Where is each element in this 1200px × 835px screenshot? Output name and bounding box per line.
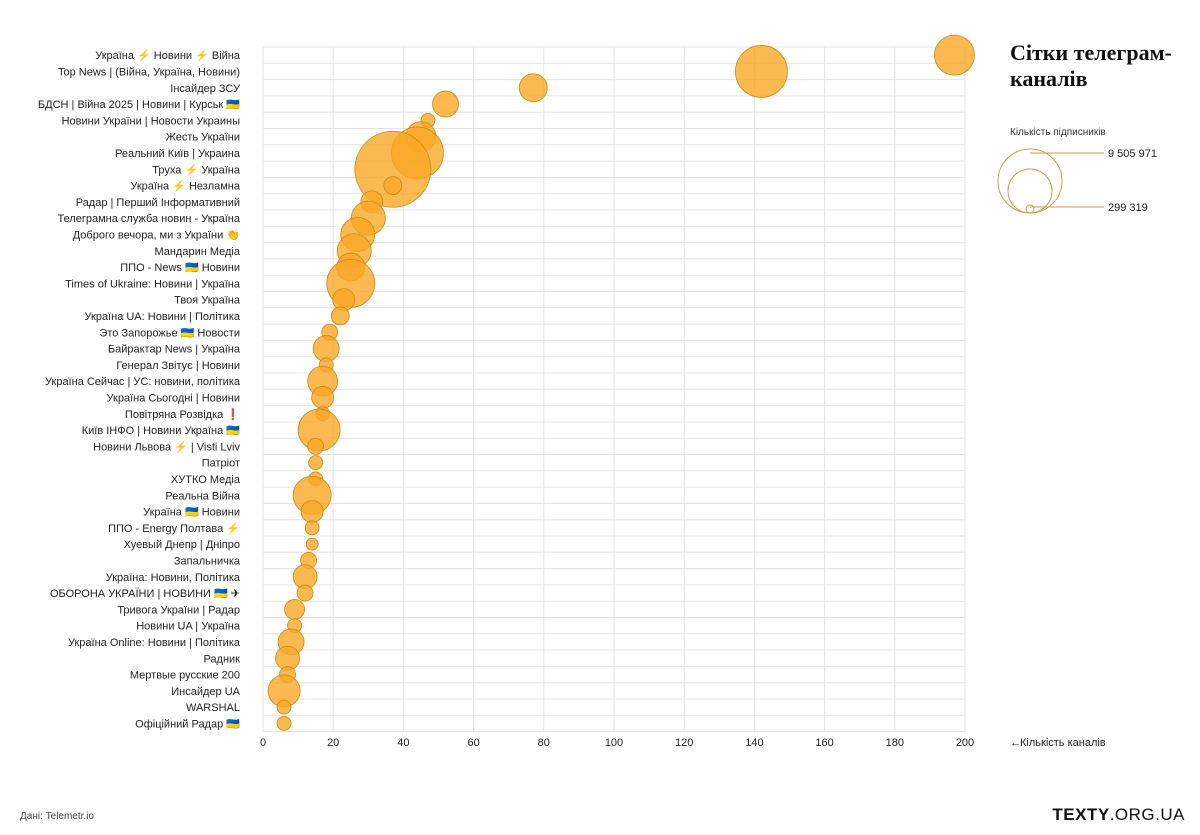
brand-main: TEXTY (1052, 805, 1110, 824)
channel-label: БДСН | Війна 2025 | Новини | Курськ 🇺🇦 (38, 98, 240, 111)
channel-label: Новини UA | Україна (136, 621, 241, 633)
channel-label: Инсайдер UA (171, 686, 240, 698)
legend-min-label: 299 319 (1108, 202, 1148, 214)
channel-label: Україна ⚡ Незламна (130, 180, 241, 193)
channel-label: Байрактар News | Україна (108, 344, 241, 356)
channel-label: Доброго вечора, ми з України 👏 (73, 228, 240, 241)
channel-label: Україна Сейчас | УС: новини, політика (45, 376, 241, 388)
channel-bubble (330, 306, 350, 326)
channel-label: Твоя Україна (174, 295, 241, 307)
channel-label: Тривога України | Радар (117, 604, 240, 616)
channel-bubble (383, 176, 403, 195)
source-note: Дані: Telemetr.io (20, 811, 94, 822)
x-tick-label: 60 (467, 737, 479, 749)
x-axis-title: ← Кількість каналів (1010, 737, 1106, 749)
channel-label: Новини України | Новости Украины (62, 115, 241, 127)
legend-circle-small (1025, 204, 1035, 214)
channel-label: Труха ⚡ Україна (152, 163, 241, 176)
channel-label: Жесть України (166, 132, 240, 144)
x-tick-label: 160 (815, 737, 833, 749)
channel-bubble (354, 130, 432, 208)
legend-max-label: 9 505 971 (1108, 148, 1157, 160)
channel-bubble (307, 437, 325, 455)
channel-bubble (305, 537, 319, 551)
x-tick-label: 120 (675, 737, 693, 749)
legend-circle-large (997, 148, 1063, 214)
channel-label: WARSHAL (186, 702, 240, 714)
x-tick-label: 200 (956, 737, 974, 749)
size-legend: 9 505 971 299 319 (997, 148, 1157, 214)
x-tick-label: 0 (260, 737, 266, 749)
channel-label: ХУТКО Медіа (171, 474, 241, 486)
channel-label: Новини Львова ⚡ | Visti Lviv (93, 440, 240, 453)
channel-label: Україна ⚡ Новини ⚡ Війна (95, 49, 241, 62)
legend-circle-medium (1007, 168, 1053, 214)
bubbles (267, 34, 975, 731)
x-tick-label: 140 (745, 737, 763, 749)
channel-bubble (308, 455, 324, 471)
channel-label: ППО - Energy Полтава ⚡ (108, 522, 240, 535)
channel-label: Реальний Київ | Украина (115, 148, 241, 160)
brand-logo: TEXTY.ORG.UA (1052, 805, 1185, 825)
channel-label: Патріот (202, 458, 240, 470)
chart-grid (262, 46, 966, 733)
brand-domain: .ORG.UA (1109, 805, 1185, 824)
channel-bubble (934, 34, 975, 76)
x-tick-label: 40 (397, 737, 409, 749)
channel-bubble (276, 699, 292, 715)
x-tick-label: 180 (886, 737, 904, 749)
x-axis-label: Кількість каналів (1020, 737, 1106, 749)
channel-label: Україна Сьогодні | Новини (107, 392, 240, 404)
x-axis-ticks: 0 20 40 60 80 100 120 140 160 180 200 (260, 737, 974, 749)
channel-label: Київ ІНФО | Новини Україна 🇺🇦 (82, 424, 241, 437)
channel-bubble (284, 598, 305, 620)
channel-bubble (432, 90, 459, 118)
channel-label: Телеграмна служба новин - Україна (57, 213, 240, 225)
channel-label: Україна 🇺🇦 Новини (143, 506, 240, 519)
x-tick-label: 20 (327, 737, 339, 749)
channel-label: Это Запорожье 🇺🇦 Новости (99, 326, 240, 339)
channel-label: Хуевый Днепр | Дніпро (124, 539, 240, 551)
channel-label: ОБОРОНА УКРАЇНИ | НОВИНИ 🇺🇦 ✈ (50, 587, 240, 600)
channel-label: Україна: Новини, Політика (106, 572, 241, 584)
channel-label: Генерал Звітує | Новини (116, 360, 240, 372)
channel-bubble (304, 520, 320, 536)
size-legend-title: Кількість підписників (1010, 127, 1106, 138)
channel-label: Повітряна Розвідка ❗ (125, 408, 240, 421)
chart-title: Сітки телеграм-каналів (1010, 40, 1172, 91)
channel-label: Мандарин Медіа (154, 246, 240, 258)
channel-bubble (300, 500, 324, 523)
x-tick-label: 80 (538, 737, 550, 749)
channel-label: Радар | Перший Інформативний (76, 197, 240, 209)
channel-bubble (518, 73, 548, 103)
channel-label: ППО - News 🇺🇦 Новини (120, 261, 240, 274)
channel-label: Офіційний Радар 🇺🇦 (135, 717, 240, 730)
channel-label: Мертвые русские 200 (130, 670, 240, 682)
channel-label: Україна Online: Новини | Політика (68, 637, 241, 649)
channel-labels: Україна ⚡ Новини ⚡ Війна Top News | (Війн… (38, 49, 241, 730)
channel-label: Інсайдер ЗСУ (170, 83, 241, 95)
channel-label: Радник (203, 653, 240, 665)
channel-bubble (276, 716, 292, 731)
channel-label: Top News | (Війна, Україна, Новини) (58, 66, 240, 78)
channel-label: Реальна Війна (165, 490, 240, 502)
channel-bubble (735, 45, 788, 98)
channel-label: Запальничка (174, 555, 241, 567)
x-axis-arrow: ← (1010, 737, 1021, 749)
channel-label: Україна UA: Новини | Політика (85, 311, 241, 323)
x-tick-label: 100 (605, 737, 623, 749)
channel-bubble (311, 386, 335, 409)
channel-label: Times of Ukraine: Новини | Україна (65, 278, 241, 290)
channel-bubble (296, 584, 314, 602)
